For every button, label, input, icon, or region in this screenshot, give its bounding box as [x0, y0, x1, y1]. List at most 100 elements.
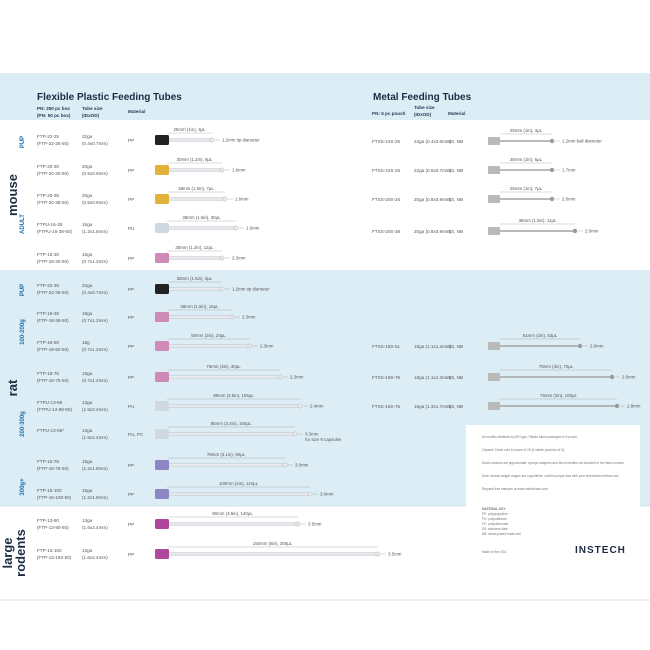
header: Material	[128, 109, 145, 114]
hub	[488, 342, 500, 350]
part-number: FTPU-13-85*	[37, 428, 64, 433]
tube-size: 18g	[82, 340, 90, 345]
tip-label: 1.2mm ball diameter	[562, 139, 602, 144]
material: PP	[128, 552, 134, 557]
note: Dead volumes are approximate; syringe ad…	[482, 461, 625, 465]
tip	[229, 314, 235, 320]
hub	[488, 227, 500, 235]
part-number: FTSS-22S-25	[372, 168, 401, 173]
tube	[166, 168, 223, 172]
hub	[488, 195, 500, 203]
length-label: 78mm (3.1in), 90μL	[207, 452, 246, 457]
needle	[500, 345, 580, 347]
section-label: rodents	[13, 529, 28, 577]
plastic-title: Flexible Plastic Feeding Tubes	[37, 92, 182, 103]
part-number: FTP-22-25	[37, 134, 59, 139]
header: (IDxOD)	[414, 112, 432, 117]
part-number: FTP-15-78	[37, 459, 59, 464]
part-number: FTP-18-75	[37, 371, 59, 376]
tube	[166, 375, 281, 379]
material: PP	[128, 168, 134, 173]
tip-label: 1.2mm tip diameter	[232, 287, 270, 292]
hub	[488, 402, 500, 410]
length-label: 38mm (1.5in), 15μL	[180, 304, 219, 309]
part-number-alt: (FTP-20-30-50)	[37, 171, 69, 176]
tube-size-alt: (0.5x0.9mm)	[82, 171, 108, 176]
material: PP	[128, 463, 134, 468]
group-label: 200-300g	[20, 411, 26, 437]
length-label: 38mm (1.5in), 11μL	[519, 218, 557, 223]
hub	[488, 166, 500, 174]
hub	[155, 165, 169, 175]
tip-label: 3.5mm	[308, 522, 322, 527]
needle	[500, 376, 612, 378]
tube-size-alt: (0.7x1.2mm)	[82, 259, 108, 264]
tip	[295, 521, 301, 527]
tube-size: 18ga	[82, 252, 93, 257]
tube-size-alt: (1.5x2.4mm)	[82, 435, 108, 440]
tip	[209, 137, 215, 143]
note: All models sterilized by EtO gas. Plasti…	[482, 435, 578, 439]
note: Note: animal weight ranges are a guideli…	[482, 474, 619, 478]
ball	[572, 228, 578, 234]
length-label: 50mm (2in), 20μL	[191, 333, 226, 338]
header: PN: 6 pc pouch	[372, 111, 406, 116]
tube-size: 13ga	[82, 518, 93, 523]
tip-label: 2.8mm	[627, 404, 641, 409]
logo: INSTECH	[575, 545, 626, 556]
part-number: FTPU-16-38	[37, 222, 63, 227]
length-label: 25mm (1in), 7μL	[510, 186, 543, 191]
made-in: Made in the USA	[482, 550, 507, 554]
length-label: 25mm (1in), 3μL	[173, 127, 206, 132]
group-label: PUP	[20, 136, 26, 148]
part-number-alt: (FTP-20-38-50)	[37, 200, 69, 205]
tube-size: 13ga	[82, 548, 93, 553]
tip-label: 3.0mm	[320, 492, 334, 497]
tube-size-alt: (0.4x0.7mm)	[82, 290, 108, 295]
part-number: FTP-20-38	[37, 193, 59, 198]
tip-label: 3.0mm	[295, 463, 309, 468]
length-label: 25mm (1in), 3μL	[510, 128, 543, 133]
part-number: FTP-22-38	[37, 283, 59, 288]
tube-size: 18ga	[82, 311, 93, 316]
material: PP	[128, 375, 134, 380]
material: PP	[128, 492, 134, 497]
part-number-alt: (FTP-15-100-50)	[37, 495, 72, 500]
tip-label: 2.3mm	[290, 375, 304, 380]
group-label: ADULT	[20, 214, 26, 234]
key-item: NB: nickel-plated brass ball	[482, 532, 521, 536]
group-label: 100-200g	[20, 319, 26, 345]
tip-note: for size 9 capsules	[305, 437, 342, 442]
ball	[577, 343, 583, 349]
length-label: 90mm (3.5in), 140μL	[212, 511, 253, 516]
part-number-alt: (FTP-15-78-50)	[37, 466, 69, 471]
length-label: 51mm (2in), 53μL	[523, 333, 558, 338]
tip	[219, 167, 225, 173]
needle	[500, 198, 552, 200]
hub	[155, 194, 169, 204]
tube-size: 24ga (0.4x0.6mm)	[414, 139, 452, 144]
length-label: 30mm (1.2in), 12μL	[175, 245, 214, 250]
tip	[282, 462, 288, 468]
tube-size-alt: (1.2x1.8mm)	[82, 495, 108, 500]
needle	[500, 140, 552, 142]
material: PP	[128, 256, 134, 261]
tube	[166, 522, 299, 526]
hub	[155, 135, 169, 145]
tube-size: 22ga (0.5x0.7mm)	[414, 168, 452, 173]
tube	[166, 404, 301, 408]
tip	[375, 551, 381, 557]
tube-size: 15ga	[82, 459, 93, 464]
tube	[166, 226, 237, 230]
ball	[614, 403, 620, 409]
length-label: 25mm (1in), 5μL	[510, 157, 543, 162]
tip-label: 3.5mm	[388, 552, 402, 557]
tip-label: 1.6mm	[246, 226, 260, 231]
tube-size: 22ga	[82, 134, 93, 139]
header-band	[0, 73, 650, 120]
length-label: 150mm (6in), 300μL	[253, 541, 293, 546]
part-number-alt: (FTP-22-38-50)	[37, 290, 69, 295]
part-number: FTPU-13-88	[37, 400, 63, 405]
tip-label: 2.3mm	[242, 315, 256, 320]
